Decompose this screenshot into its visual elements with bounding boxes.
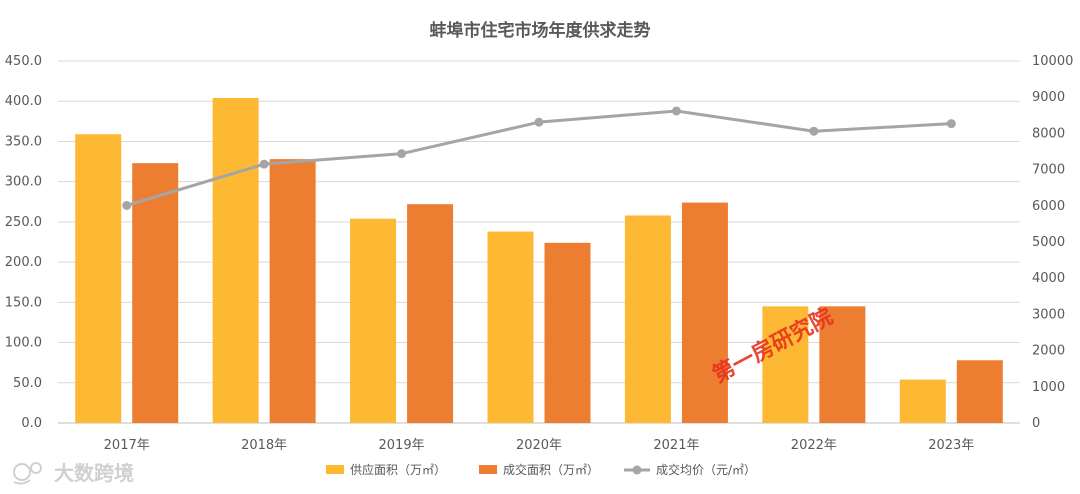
bar-supply (624, 215, 671, 423)
x-tick-label: 2017年 (104, 438, 150, 453)
bar-deal (681, 202, 728, 423)
price-point (259, 159, 269, 169)
right-tick-label: 10000 (1032, 54, 1073, 69)
right-tick-label: 6000 (1032, 199, 1065, 214)
bar-supply (762, 306, 809, 423)
legend-label: 成交面积（万㎡） (503, 462, 599, 477)
x-tick-label: 2023年 (928, 438, 974, 453)
bar-supply (75, 134, 122, 423)
legend-swatch (326, 465, 344, 474)
legend-label: 供应面积（万㎡） (350, 462, 446, 477)
chart-title: 蚌埠市住宅市场年度供求走势 (430, 20, 651, 41)
price-point (946, 119, 956, 129)
bar-deal (132, 163, 179, 424)
x-tick-label: 2019年 (379, 438, 425, 453)
left-tick-label: 150.0 (5, 295, 42, 310)
right-tick-label: 9000 (1032, 90, 1065, 105)
bar-deal (819, 306, 866, 423)
left-tick-label: 400.0 (5, 94, 42, 109)
left-tick-label: 50.0 (13, 376, 42, 391)
x-tick-label: 2020年 (516, 438, 562, 453)
legend: 供应面积（万㎡） 成交面积（万㎡） 成交均价（元/㎡） (326, 462, 756, 477)
bar-deal (956, 360, 1003, 423)
left-tick-label: 450.0 (5, 54, 42, 69)
price-line (122, 106, 956, 210)
price-point (397, 149, 407, 159)
right-axis: 0 1000 2000 3000 4000 5000 6000 7000 8000 9000 100… (1032, 54, 1073, 431)
price-point (671, 106, 681, 116)
right-tick-label: 7000 (1032, 163, 1065, 178)
bars (75, 98, 1003, 424)
right-tick-label: 8000 (1032, 126, 1065, 141)
right-tick-label: 1000 (1032, 380, 1065, 395)
right-tick-label: 4000 (1032, 271, 1065, 286)
watermark-logo: 大数跨境 (13, 461, 134, 485)
x-tick-label: 2018年 (241, 438, 287, 453)
legend-label: 成交均价（元/㎡） (656, 462, 756, 477)
logo-icon (13, 462, 42, 485)
price-point (534, 117, 544, 127)
legend-swatch (479, 465, 497, 474)
left-tick-label: 100.0 (5, 336, 42, 351)
right-tick-label: 5000 (1032, 235, 1065, 250)
right-tick-label: 0 (1032, 416, 1040, 431)
gridlines (58, 60, 1020, 424)
left-tick-label: 200.0 (5, 255, 42, 270)
left-axis: 0.0 50.0 100.0 150.0 200.0 250.0 300.0 350.0 400… (5, 54, 42, 431)
logo-text: 大数跨境 (54, 461, 134, 485)
bar-deal (544, 242, 591, 423)
x-tick-label: 2021年 (653, 438, 699, 453)
price-point (122, 200, 132, 210)
bar-supply (212, 98, 259, 423)
left-tick-label: 350.0 (5, 134, 42, 149)
x-tick-label: 2022年 (791, 438, 837, 453)
right-tick-label: 3000 (1032, 307, 1065, 322)
bar-supply (350, 218, 397, 423)
bar-deal (269, 159, 316, 424)
price-point (809, 126, 819, 136)
right-tick-label: 2000 (1032, 344, 1065, 359)
left-tick-label: 250.0 (5, 215, 42, 230)
bar-supply (487, 231, 534, 423)
x-axis: 2017年 2018年 2019年 2020年 2021年 2022年 2023年 (104, 438, 975, 453)
left-tick-label: 300.0 (5, 175, 42, 190)
legend-swatch-marker (632, 465, 642, 475)
bar-deal (407, 204, 454, 423)
left-tick-label: 0.0 (21, 416, 42, 431)
bar-supply (899, 379, 946, 423)
